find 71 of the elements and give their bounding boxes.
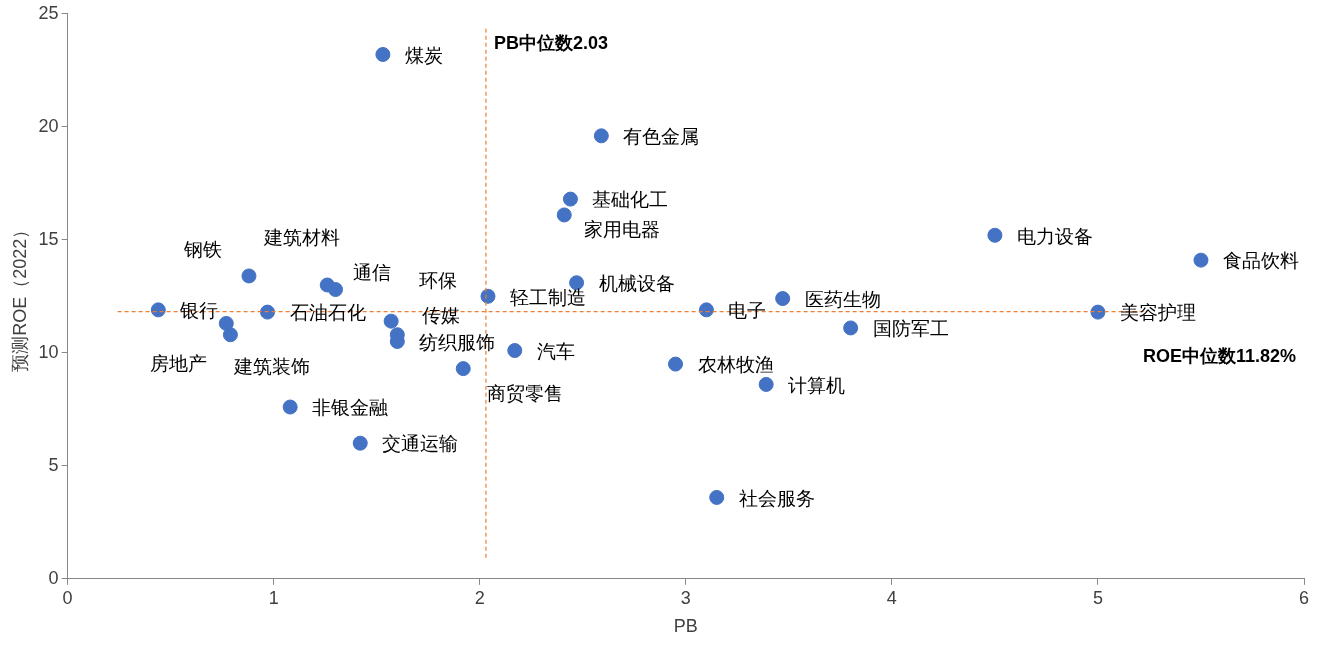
x-tick-label: 2 — [474, 587, 485, 608]
annotation: 有色金属 — [623, 126, 700, 148]
ref-line-label: PB中位数2.03 — [493, 32, 608, 53]
point — [218, 315, 234, 331]
point — [150, 302, 166, 318]
annotation: 国防军工 — [872, 318, 949, 340]
point — [987, 227, 1003, 243]
point — [775, 291, 791, 307]
annotation: 房地产 — [150, 352, 208, 374]
point — [222, 327, 238, 343]
annotation: 交通运输 — [382, 433, 459, 455]
y-tick-label: 15 — [38, 228, 59, 249]
point — [480, 288, 496, 304]
annotation: 建筑装饰 — [233, 355, 311, 377]
annotation: 机械设备 — [598, 272, 675, 294]
annotation: 电力设备 — [1016, 225, 1093, 247]
point — [709, 489, 725, 505]
annotation: 轻工制造 — [509, 286, 586, 308]
ref-line-label: ROE中位数11.82% — [1142, 345, 1296, 366]
point — [562, 191, 578, 207]
annotation: 美容护理 — [1119, 302, 1196, 324]
point — [241, 268, 257, 284]
point — [260, 304, 275, 320]
point — [375, 46, 391, 62]
annotation: 医药生物 — [804, 288, 881, 310]
y-tick-label: 20 — [38, 115, 59, 136]
annotation: 纺织服饰 — [419, 331, 496, 353]
x-tick-label: 0 — [62, 587, 73, 608]
annotation: 家用电器 — [584, 219, 661, 241]
annotation: 食品饮料 — [1222, 250, 1299, 272]
y-tick-label: 0 — [48, 567, 59, 588]
y-tick-label: 5 — [48, 454, 59, 475]
annotation: 电子 — [728, 300, 767, 322]
point — [668, 356, 684, 372]
point — [282, 399, 298, 415]
x-tick-label: 5 — [1092, 587, 1103, 608]
annotation: 钢铁 — [182, 239, 222, 261]
point — [593, 128, 609, 144]
point — [1193, 252, 1209, 268]
point — [1090, 304, 1106, 320]
annotation: 建筑材料 — [263, 227, 341, 249]
annotation: 煤炭 — [404, 44, 443, 66]
x-axis-title: PB — [673, 616, 698, 637]
annotation: 基础化工 — [592, 189, 669, 211]
point — [352, 435, 368, 451]
annotation: 传媒 — [422, 304, 461, 326]
annotation: 农林牧渔 — [697, 354, 774, 376]
y-tick-label: 25 — [38, 2, 59, 23]
annotation: 商贸零售 — [487, 382, 564, 404]
y-tick-label: 10 — [38, 341, 59, 362]
point — [455, 361, 471, 377]
annotation: 汽车 — [536, 340, 575, 362]
point — [556, 207, 572, 223]
annotation: 计算机 — [788, 374, 846, 396]
y-axis-title: 预测ROE（2022） — [9, 220, 30, 372]
x-tick-label: 3 — [680, 587, 691, 608]
point — [507, 343, 523, 359]
annotation: 环保 — [419, 270, 458, 292]
point — [328, 282, 343, 298]
annotation: 社会服务 — [738, 487, 815, 509]
x-tick-label: 6 — [1298, 587, 1310, 608]
annotation: 银行 — [179, 300, 219, 322]
point — [758, 376, 774, 392]
annotation: 通信 — [352, 261, 391, 283]
annotation: 石油石化 — [289, 302, 366, 324]
point — [843, 320, 859, 336]
point — [383, 313, 399, 329]
x-tick-label: 4 — [886, 587, 897, 608]
x-tick-label: 1 — [268, 587, 279, 608]
point — [698, 302, 714, 318]
annotation: 非银金融 — [312, 397, 389, 419]
